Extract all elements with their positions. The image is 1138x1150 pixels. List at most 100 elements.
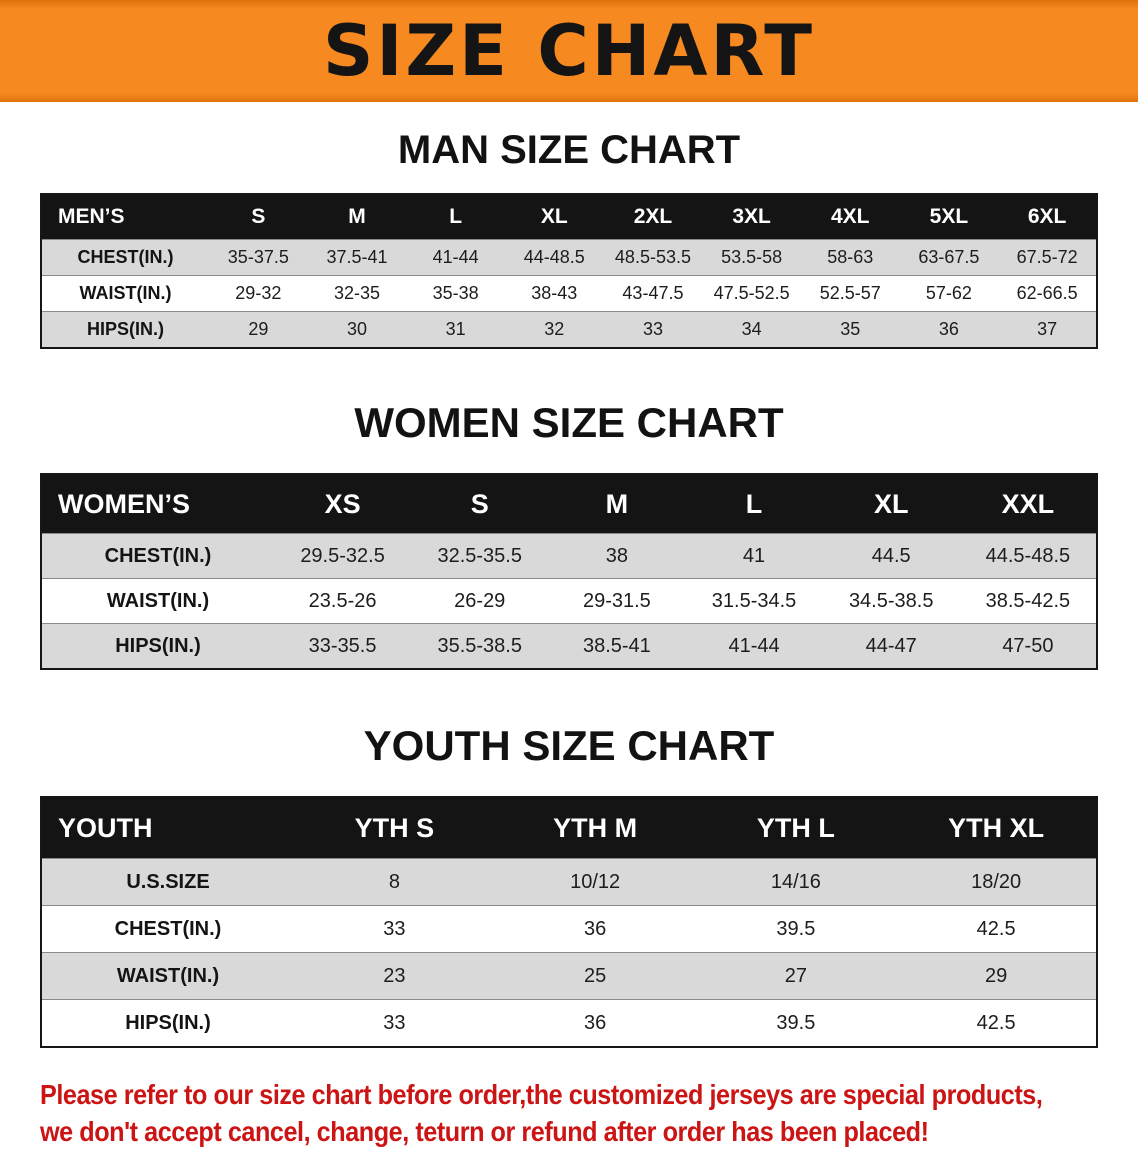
size-header-cell: S [209,194,308,240]
size-value-cell: 36 [494,905,696,953]
size-value-cell: 47.5-52.5 [702,275,801,312]
size-header-cell: L [685,474,823,534]
youth-size-table: YOUTH YTH S YTH M YTH L YTH XL U.S.SIZE 8 10/12… [40,796,1098,1048]
size-value-cell: 31.5-34.5 [685,578,823,624]
size-value-cell: 29 [209,311,308,348]
size-value-cell: 27 [695,952,897,1000]
size-value-cell: 39.5 [695,905,897,953]
size-header-cell: YTH S [294,797,495,859]
size-header-cell: XL [822,474,960,534]
table-title-cell: WOMEN’S [41,474,274,534]
size-value-cell: 33 [603,311,703,348]
size-row: WAIST(IN.) 23.5-26 26-29 29-31.5 31.5-34.5 34… [41,578,1097,624]
size-value-cell: 47-50 [959,623,1097,669]
size-value-cell: 14/16 [695,858,897,906]
size-value-cell: 41-44 [685,623,823,669]
size-header-cell: M [548,474,686,534]
row-label-cell: CHEST(IN.) [41,533,274,579]
size-header-cell: XL [504,194,604,240]
size-value-cell: 33 [294,999,495,1047]
size-value-cell: 23 [294,952,495,1000]
size-value-cell: 38.5-41 [548,623,686,669]
size-value-cell: 44-47 [822,623,960,669]
row-label-cell: WAIST(IN.) [41,275,209,312]
size-header-cell: M [307,194,407,240]
size-value-cell: 35.5-38.5 [411,623,549,669]
size-value-cell: 29-31.5 [548,578,686,624]
size-header-cell: 2XL [603,194,703,240]
size-value-cell: 32 [504,311,604,348]
row-label-cell: HIPS(IN.) [41,999,294,1047]
size-value-cell: 37.5-41 [307,239,407,276]
size-value-cell: 44.5 [822,533,960,579]
size-row: HIPS(IN.) 33 36 39.5 42.5 [41,999,1097,1047]
size-value-cell: 33-35.5 [274,623,412,669]
size-value-cell: 38-43 [504,275,604,312]
size-value-cell: 29 [896,952,1097,1000]
row-label-cell: U.S.SIZE [41,858,294,906]
size-value-cell: 36 [899,311,999,348]
header-row: MEN’S S M L XL 2XL 3XL 4XL 5XL 6XL [41,194,1097,240]
size-value-cell: 41-44 [406,239,505,276]
size-value-cell: 44.5-48.5 [959,533,1097,579]
size-value-cell: 42.5 [896,905,1097,953]
size-value-cell: 18/20 [896,858,1097,906]
size-value-cell: 32-35 [307,275,407,312]
size-value-cell: 35-37.5 [209,239,308,276]
women-size-chart-heading: WOMEN SIZE CHART [354,399,784,446]
size-value-cell: 36 [494,999,696,1047]
row-label-cell: HIPS(IN.) [41,311,209,348]
size-row: U.S.SIZE 8 10/12 14/16 18/20 [41,858,1097,906]
table-title-cell: MEN’S [41,194,209,240]
size-value-cell: 58-63 [800,239,900,276]
size-header-cell: 4XL [800,194,900,240]
header-row: YOUTH YTH S YTH M YTH L YTH XL [41,797,1097,859]
disclaimer-line-1: Please refer to our size chart before or… [40,1079,1043,1110]
size-value-cell: 30 [307,311,407,348]
size-value-cell: 29-32 [209,275,308,312]
size-chart-banner: SIZE CHART [0,0,1138,102]
disclaimer-text: Please refer to our size chart before or… [40,1076,1118,1150]
size-value-cell: 43-47.5 [603,275,703,312]
size-header-cell: XS [274,474,412,534]
size-value-cell: 62-66.5 [998,275,1097,312]
size-header-cell: YTH L [695,797,897,859]
size-value-cell: 35-38 [406,275,505,312]
size-value-cell: 23.5-26 [274,578,412,624]
size-value-cell: 33 [294,905,495,953]
size-header-cell: YTH M [494,797,696,859]
size-row: HIPS(IN.) 29 30 31 32 33 34 35 36 37 [41,311,1097,348]
row-label-cell: CHEST(IN.) [41,905,294,953]
size-row: CHEST(IN.) 35-37.5 37.5-41 41-44 44-48.5 48.5… [41,239,1097,276]
size-value-cell: 34.5-38.5 [822,578,960,624]
size-header-cell: YTH XL [896,797,1097,859]
size-value-cell: 31 [406,311,505,348]
size-header-cell: L [406,194,505,240]
size-value-cell: 52.5-57 [800,275,900,312]
size-value-cell: 26-29 [411,578,549,624]
size-value-cell: 8 [294,858,495,906]
size-row: WAIST(IN.) 23 25 27 29 [41,952,1097,1000]
header-row: WOMEN’S XS S M L XL XXL [41,474,1097,534]
size-value-cell: 29.5-32.5 [274,533,412,579]
size-header-cell: 3XL [702,194,801,240]
row-label-cell: WAIST(IN.) [41,578,274,624]
man-size-chart-heading: MAN SIZE CHART [397,128,741,172]
size-header-cell: 6XL [998,194,1097,240]
size-chart-title: SIZE CHART [322,10,816,92]
women-size-table: WOMEN’S XS S M L XL XXL CHEST(IN.) 29.5-32.5 32.5… [40,473,1098,670]
size-value-cell: 44-48.5 [504,239,604,276]
youth-size-chart-heading: YOUTH SIZE CHART [363,722,775,769]
size-value-cell: 25 [494,952,696,1000]
row-label-cell: WAIST(IN.) [41,952,294,1000]
size-value-cell: 38 [548,533,686,579]
size-value-cell: 34 [702,311,801,348]
size-row: WAIST(IN.) 29-32 32-35 35-38 38-43 43-47.5 47.… [41,275,1097,312]
size-value-cell: 41 [685,533,823,579]
size-header-cell: S [411,474,549,534]
size-value-cell: 35 [800,311,900,348]
size-row: CHEST(IN.) 29.5-32.5 32.5-35.5 38 41 44.5 44.5… [41,533,1097,579]
table-title-cell: YOUTH [41,797,294,859]
size-value-cell: 10/12 [494,858,696,906]
size-value-cell: 48.5-53.5 [603,239,703,276]
